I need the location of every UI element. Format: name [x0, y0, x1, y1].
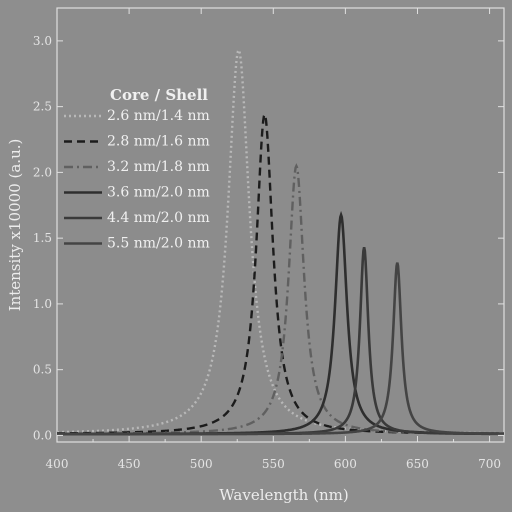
legend-label-4: 3.6 nm/2.0 nm: [107, 185, 210, 201]
y-tick-label-0.5: 0.5: [33, 363, 52, 377]
x-tick-label-550: 550: [262, 457, 285, 471]
y-tick-label-2: 2.0: [33, 165, 52, 179]
y-tick-label-3: 3.0: [33, 34, 52, 48]
y-tick-label-2.5: 2.5: [33, 100, 52, 114]
legend-title: Core / Shell: [110, 86, 208, 104]
y-tick-label-0: 0.0: [33, 428, 52, 442]
series-line-6: [57, 262, 505, 436]
x-tick-label-400: 400: [46, 457, 69, 471]
y-axis-label: Intensity x10000 (a.u.): [6, 139, 24, 312]
legend-label-2: 2.8 nm/1.6 nm: [107, 134, 210, 150]
x-axis-label: Wavelength (nm): [219, 486, 348, 504]
x-tick-label-600: 600: [334, 457, 357, 471]
legend-label-3: 3.2 nm/1.8 nm: [107, 159, 210, 175]
legend-label-5: 4.4 nm/2.0 nm: [107, 210, 210, 226]
x-tick-label-650: 650: [406, 457, 429, 471]
legend-label-6: 5.5 nm/2.0 nm: [107, 236, 210, 252]
x-tick-label-450: 450: [118, 457, 141, 471]
y-tick-label-1: 1.0: [33, 297, 52, 311]
y-tick-label-1.5: 1.5: [33, 231, 52, 245]
series-layer: [56, 47, 505, 436]
x-tick-label-700: 700: [478, 457, 501, 471]
legend-label-1: 2.6 nm/1.4 nm: [107, 108, 210, 124]
x-tick-label-500: 500: [190, 457, 213, 471]
plot-area: [56, 7, 505, 443]
legend: Core / Shell 2.6 nm/1.4 nm 2.8 nm/1.6 nm 3…: [64, 86, 210, 252]
axes-layer: 400 450 500 550 600 650 700 0.0 0.5 1.0 1.5 2.0 2.5 3…: [33, 8, 504, 471]
